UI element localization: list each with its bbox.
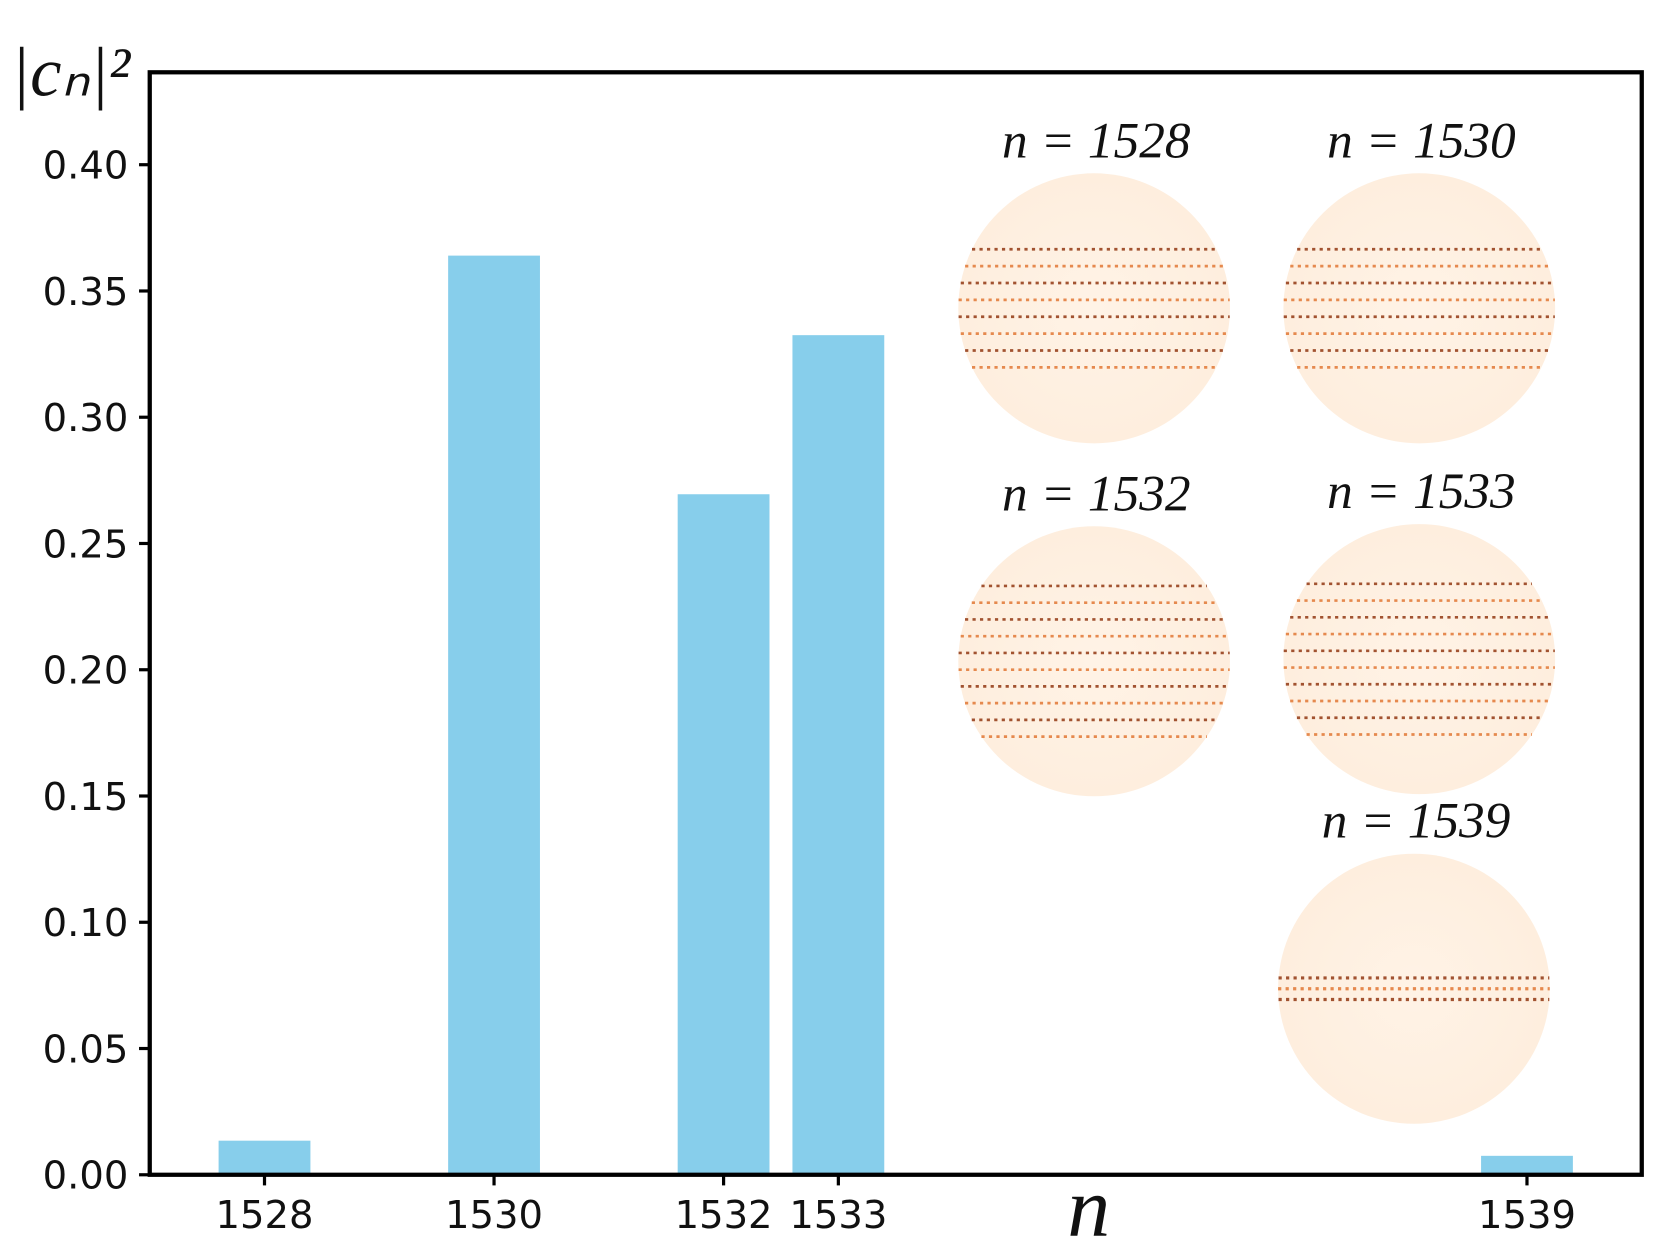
y-tick-label: 0.25 <box>43 522 129 567</box>
y-tick-label: 0.05 <box>43 1027 129 1072</box>
bar <box>448 255 540 1175</box>
inset-pattern <box>958 247 1230 369</box>
inset-pattern <box>1283 247 1555 369</box>
bar <box>792 335 885 1175</box>
inset-label: n = 1532 <box>1002 465 1191 522</box>
x-tick-label: 1533 <box>789 1193 887 1238</box>
y-tick-label: 0.20 <box>43 649 129 694</box>
x-tick-label: 1530 <box>445 1193 543 1238</box>
inset-label: n = 1539 <box>1322 793 1511 850</box>
inset-disk <box>1283 173 1556 444</box>
y-axis-label: |cₙ|² <box>11 34 132 112</box>
inset-disk <box>958 526 1230 797</box>
y-tick-label: 0.35 <box>43 270 129 315</box>
bar <box>218 1140 311 1175</box>
y-tick-label: 0.30 <box>43 396 129 441</box>
inset-pattern <box>1278 976 1550 1002</box>
x-tick-label: 1532 <box>675 1193 773 1238</box>
inset-pattern <box>958 584 1230 738</box>
x-tick-label: 1539 <box>1478 1193 1576 1238</box>
inset-disk <box>958 173 1230 444</box>
x-tick-label: 1528 <box>216 1193 314 1238</box>
y-tick-label: 0.00 <box>43 1154 129 1199</box>
plot-frame <box>147 70 1644 1177</box>
y-tick-label: 0.40 <box>43 144 129 189</box>
inset-disk <box>1283 524 1556 795</box>
y-tick-label: 0.15 <box>43 775 129 820</box>
inset-label: n = 1528 <box>1002 112 1191 169</box>
inset-pattern <box>1283 582 1555 736</box>
inset-label: n = 1533 <box>1327 463 1516 520</box>
bar <box>677 494 770 1175</box>
y-tick-label: 0.10 <box>43 901 129 946</box>
inset-label: n = 1530 <box>1327 112 1516 169</box>
bar <box>1481 1155 1573 1175</box>
